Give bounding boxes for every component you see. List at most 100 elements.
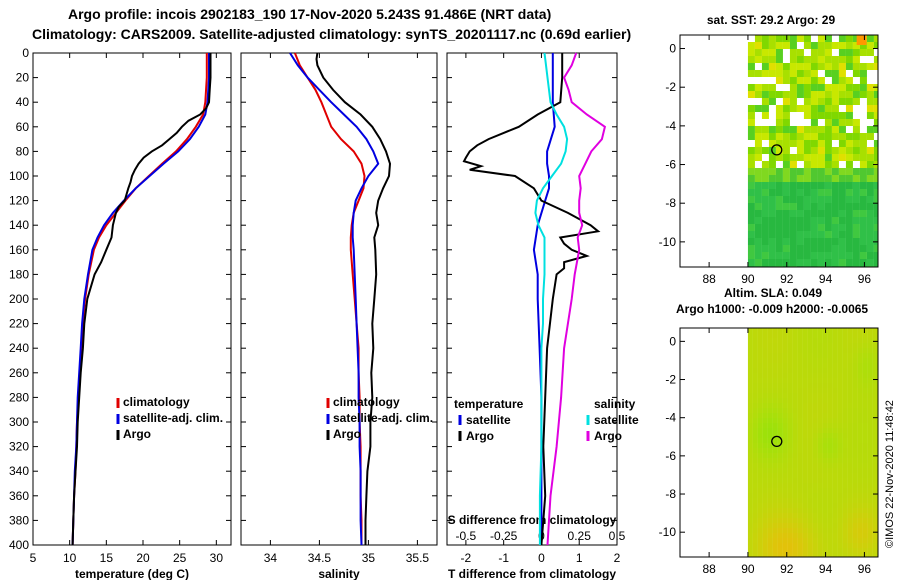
- sla-cell: [772, 493, 778, 498]
- sla-cell: [837, 538, 843, 543]
- sla-cell: [752, 493, 758, 498]
- sla-cell: [847, 418, 853, 423]
- sla-cell: [762, 493, 768, 498]
- sla-cell: [777, 468, 783, 473]
- sla-cell: [857, 353, 863, 358]
- sla-cell: [817, 518, 823, 523]
- sla-cell: [782, 533, 788, 538]
- sla-cell: [872, 493, 878, 498]
- sla-cell: [802, 338, 808, 343]
- sst-cell: [747, 56, 755, 63]
- sst-cell: [768, 133, 776, 140]
- sla-cell: [767, 463, 773, 468]
- sla-cell: [747, 333, 753, 338]
- sla-cell: [757, 543, 763, 548]
- sla-cell: [842, 513, 848, 518]
- sla-cell: [872, 373, 878, 378]
- sla-cell: [767, 353, 773, 358]
- sst-cell: [754, 245, 762, 252]
- sla-cell: [792, 368, 798, 373]
- sst-cell: [838, 196, 846, 203]
- sst-cell: [831, 189, 839, 196]
- sla-cell: [867, 353, 873, 358]
- sst-cell: [859, 238, 867, 245]
- sla-cell: [827, 458, 833, 463]
- sst-cell: [824, 245, 832, 252]
- sla-cell: [762, 453, 768, 458]
- sla-cell: [832, 408, 838, 413]
- sst-cell: [824, 56, 832, 63]
- sst-cell: [859, 140, 867, 147]
- sst-cell: [810, 63, 818, 70]
- sla-cell: [807, 338, 813, 343]
- sst-cell: [768, 70, 776, 77]
- sst-cell: [775, 245, 783, 252]
- sla-cell: [782, 478, 788, 483]
- sst-cell: [845, 224, 853, 231]
- sst-cell: [852, 182, 860, 189]
- sst-cell: [866, 147, 874, 154]
- sla-cell: [802, 398, 808, 403]
- sla-cell: [802, 463, 808, 468]
- legend-label: Argo: [466, 429, 494, 443]
- sla-cell: [857, 408, 863, 413]
- sla-cell: [852, 473, 858, 478]
- y-tick-label: -10: [659, 525, 677, 539]
- sst-cell: [782, 77, 790, 84]
- sst-cell: [761, 168, 769, 175]
- sla-cell: [847, 453, 853, 458]
- sla-cell: [852, 433, 858, 438]
- sla-cell: [782, 353, 788, 358]
- y-tick-label: -6: [665, 158, 676, 172]
- sla-cell: [857, 398, 863, 403]
- sla-cell: [862, 358, 868, 363]
- sla-cell: [822, 343, 828, 348]
- sla-cell: [782, 423, 788, 428]
- y-tick-label: -4: [665, 119, 676, 133]
- sla-cell: [852, 428, 858, 433]
- sla-cell: [837, 423, 843, 428]
- sla-cell: [817, 448, 823, 453]
- sst-cell: [775, 35, 783, 42]
- sst-cell: [782, 147, 790, 154]
- sla-cell: [817, 503, 823, 508]
- x2-tick-label: 0.25: [568, 529, 592, 543]
- sst-cell: [761, 217, 769, 224]
- sst-cell: [747, 49, 755, 56]
- legend-label: satellite: [594, 413, 639, 427]
- sst-cell: [761, 42, 769, 49]
- sst-cell: [845, 35, 853, 42]
- sla-cell: [862, 453, 868, 458]
- sla-cell: [852, 378, 858, 383]
- sla-cell: [792, 413, 798, 418]
- sla-cell: [822, 523, 828, 528]
- sst-cell: [810, 210, 818, 217]
- sst-cell: [831, 196, 839, 203]
- sla-cell: [822, 403, 828, 408]
- sla-cell: [852, 493, 858, 498]
- sst-cell: [775, 210, 783, 217]
- sla-cell: [782, 528, 788, 533]
- y-tick-label: 200: [9, 292, 29, 306]
- sla-cell: [872, 338, 878, 343]
- sla-cell: [757, 338, 763, 343]
- sla-cell: [802, 413, 808, 418]
- sla-cell: [747, 478, 753, 483]
- sst-cell: [782, 245, 790, 252]
- sst-cell: [761, 210, 769, 217]
- sst-cell: [747, 63, 755, 70]
- sla-cell: [862, 478, 868, 483]
- sst-cell: [859, 252, 867, 259]
- sla-cell: [792, 383, 798, 388]
- sla-cell: [832, 433, 838, 438]
- sla-cell: [827, 403, 833, 408]
- sla-cell: [747, 398, 753, 403]
- sla-cell: [872, 463, 878, 468]
- sla-cell: [782, 428, 788, 433]
- sla-cell: [872, 393, 878, 398]
- sla-cell: [797, 468, 803, 473]
- sla-cell: [752, 468, 758, 473]
- sla-cell: [772, 498, 778, 503]
- sst-cell: [768, 203, 776, 210]
- sla-cell: [772, 483, 778, 488]
